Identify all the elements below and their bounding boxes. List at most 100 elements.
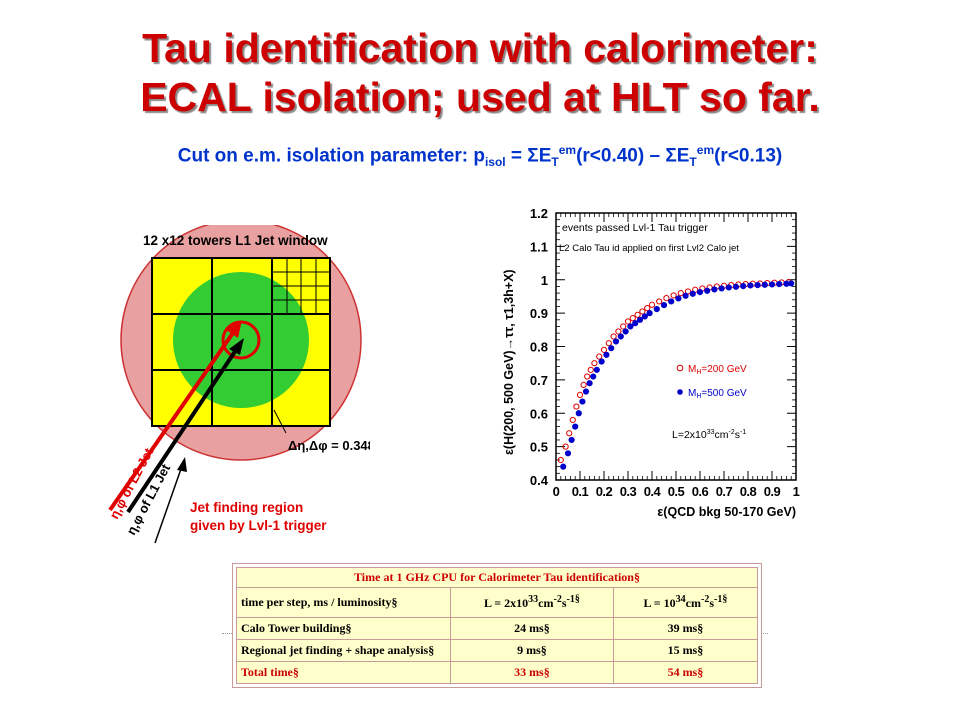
x-axis-title: ε(QCD bkg 50-170 GeV) xyxy=(657,505,796,519)
row-value-1: 9 ms§ xyxy=(450,639,614,662)
legend-label-200: MH=200 GeV xyxy=(688,364,747,376)
point-mh200 xyxy=(624,318,632,325)
point-mh500 xyxy=(627,323,634,330)
point-mh200 xyxy=(677,290,684,297)
point-mh500 xyxy=(646,310,653,317)
timing-table: Time at 1 GHz CPU for Calorimeter Tau id… xyxy=(236,567,759,684)
row-value-2: 15 ms§ xyxy=(612,639,759,662)
x-tick-label: 0.3 xyxy=(620,484,637,499)
h1-pre: L = 2x10 xyxy=(483,596,529,610)
l1-window-label: 12 x12 towers L1 Jet window xyxy=(143,233,328,248)
plot-note-l2calo: L2 Calo Tau id applied on first Lvl2 Cal… xyxy=(559,243,739,254)
point-mh500 xyxy=(788,280,795,287)
y-tick-label: 1.1 xyxy=(530,239,548,254)
delta-eta-phi-label: Δη,Δφ = 0.348 xyxy=(288,438,370,453)
point-mh200 xyxy=(584,373,591,380)
legend-marker-200 xyxy=(676,364,684,372)
l1-jet-arrowhead xyxy=(229,338,244,355)
formula-prefix: Cut on e.m. isolation parameter: p xyxy=(177,145,485,167)
timing-table-title: Time at 1 GHz CPU for Calorimeter Tau id… xyxy=(236,567,758,588)
header-lumi-2: L = 1034cm-2s-1§ xyxy=(612,587,759,618)
legend-500-rest: =500 GeV xyxy=(701,388,747,399)
timing-table-frame: Time at 1 GHz CPU for Calorimeter Tau id… xyxy=(232,563,762,688)
x-tick-labels: 0 0.1 0.2 0.3 0.4 0.5 0.6 0.7 0.8 0.9 1 xyxy=(553,484,801,499)
h1-cm: cm xyxy=(538,596,554,610)
point-mh500 xyxy=(582,388,590,395)
point-mh500 xyxy=(754,281,761,289)
point-mh500 xyxy=(668,298,675,305)
lumi-s-exp: -1 xyxy=(740,429,746,436)
point-mh200 xyxy=(605,340,612,347)
point-mh500 xyxy=(696,288,704,296)
legend-500-m: M xyxy=(688,388,696,399)
row-value-1: 33 ms§ xyxy=(450,661,614,684)
point-mh500 xyxy=(653,306,660,313)
lumi-s: s xyxy=(735,429,740,441)
point-mh500 xyxy=(575,410,582,417)
formula-e-2: E xyxy=(676,145,690,167)
y-tick-label: 0.6 xyxy=(530,406,548,421)
l1-jet-arrow xyxy=(126,345,240,514)
point-mh500 xyxy=(579,398,586,405)
point-mh500 xyxy=(593,366,600,373)
legend-500-sub: H xyxy=(696,393,701,400)
table-row: Regional jet finding + shape analysis§ 9… xyxy=(236,639,759,662)
h2-pre: L = 10 xyxy=(643,596,676,610)
plot-note-trigger: events passed Lvl-1 Tau trigger xyxy=(562,222,708,234)
point-mh500 xyxy=(689,290,696,297)
point-mh200 xyxy=(569,416,576,424)
y-tick-label: 0.7 xyxy=(530,373,548,388)
x-tick-label: 1 xyxy=(793,484,800,499)
x-tick-label: 0.2 xyxy=(596,484,613,499)
point-mh200 xyxy=(573,403,580,410)
row-value-1: 24 ms§ xyxy=(450,617,614,640)
y-tick-label: 0.4 xyxy=(530,473,549,488)
point-mh500 xyxy=(603,351,610,358)
h1-exp3: -1§ xyxy=(566,594,580,605)
point-mh500 xyxy=(732,283,740,290)
point-mh200 xyxy=(562,443,569,450)
x-tick-label: 0.8 xyxy=(740,484,757,499)
region-leader-arrowhead xyxy=(177,457,187,472)
formula-term-2: (r<0.13) xyxy=(714,145,783,167)
point-mh500 xyxy=(586,380,593,387)
axis-ticks xyxy=(555,212,797,481)
h1-s: s xyxy=(561,596,567,610)
point-mh500 xyxy=(761,281,768,288)
row-label: Total time§ xyxy=(236,661,451,684)
point-mh200 xyxy=(656,298,663,305)
fine-tower-grid xyxy=(272,258,330,314)
point-mh500 xyxy=(740,282,747,290)
formula-sigma-2: Σ xyxy=(665,145,677,167)
point-mh500 xyxy=(564,450,572,457)
h2-exp2: -2 xyxy=(700,594,710,605)
point-mh200 xyxy=(580,381,587,388)
point-mh500 xyxy=(682,292,689,299)
h2-exp3: -1§ xyxy=(714,594,728,605)
point-mh200 xyxy=(557,456,564,464)
formula-em-sup-1: em xyxy=(558,143,577,157)
row-label: Calo Tower building§ xyxy=(236,617,451,640)
point-mh500 xyxy=(768,281,776,288)
point-mh500 xyxy=(641,313,648,320)
x-tick-label: 0.4 xyxy=(644,484,662,499)
table-row: Total time§ 33 ms§ 54 ms§ xyxy=(236,661,759,684)
y-tick-label: 1.2 xyxy=(530,206,548,221)
row-value-2: 39 ms§ xyxy=(612,617,759,640)
point-mh200 xyxy=(587,366,594,373)
formula-e-1: E xyxy=(538,145,552,167)
point-mh500 xyxy=(590,373,597,380)
point-mh500 xyxy=(622,328,629,335)
point-mh500 xyxy=(725,284,732,291)
point-mh500 xyxy=(572,423,579,430)
y-tick-label: 0.9 xyxy=(530,306,548,321)
x-tick-label: 0.7 xyxy=(716,484,733,499)
formula-equals: = xyxy=(505,145,528,167)
y-tick-labels: 0.4 0.5 0.6 0.7 0.8 0.9 1 1.1 1.2 xyxy=(530,206,549,488)
point-mh500 xyxy=(636,316,644,323)
legend-200-rest: =200 GeV xyxy=(701,364,747,375)
formula-t-sub-2: T xyxy=(689,155,697,170)
x-tick-label: 0.9 xyxy=(764,484,781,499)
l2-jet-arrowhead xyxy=(226,320,242,338)
l2-jet-arrow xyxy=(108,328,237,512)
